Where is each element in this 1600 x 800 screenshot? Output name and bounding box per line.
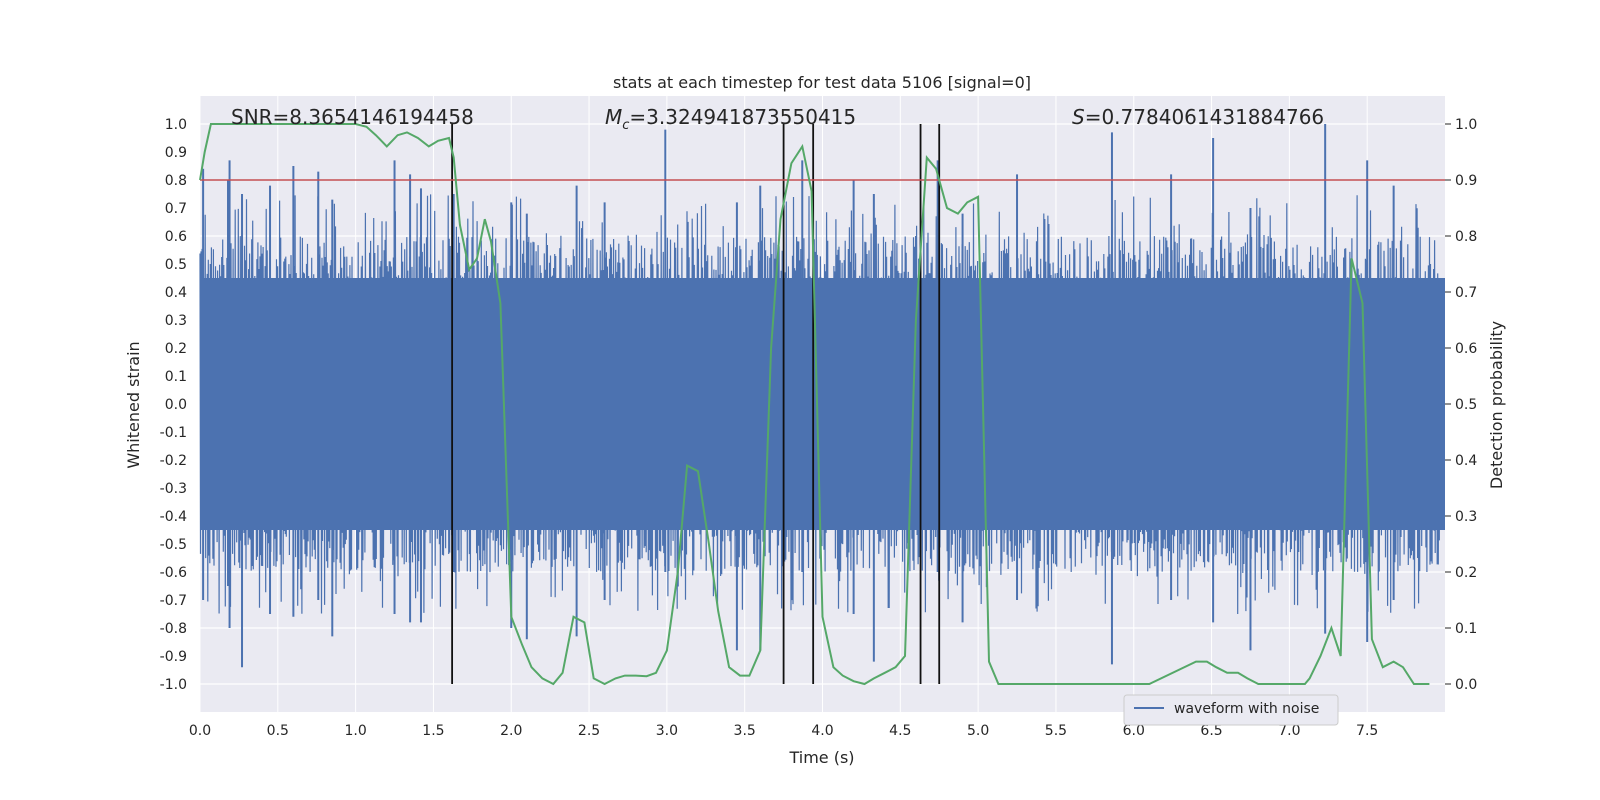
x-tick-label: 6.0 [1123, 723, 1145, 739]
chirp-mass-annotation: Mc=3.324941873550415 [605, 105, 856, 133]
x-tick-label: 3.0 [656, 723, 678, 739]
left-y-tick-label: 0.1 [165, 369, 187, 385]
x-tick-label: 5.0 [967, 723, 989, 739]
x-tick-label: 5.5 [1045, 723, 1067, 739]
left-y-tick-label: 0.8 [165, 173, 187, 189]
s-annotation: S=0.7784061431884766 [1072, 105, 1324, 129]
right-y-tick-label: 0.7 [1455, 285, 1477, 301]
right-y-tick-label: 0.6 [1455, 341, 1477, 357]
left-y-tick-label: -1.0 [160, 677, 187, 693]
right-y-tick-label: 0.4 [1455, 453, 1477, 469]
x-tick-label: 7.5 [1356, 723, 1378, 739]
x-tick-label: 6.5 [1200, 723, 1222, 739]
x-axis-label: Time (s) [788, 748, 854, 767]
detection-probability-line [199, 123, 1430, 686]
left-y-tick-label: 0.2 [165, 341, 187, 357]
left-y-tick-label: -0.5 [160, 537, 187, 553]
x-tick-label: 2.5 [578, 723, 600, 739]
x-tick-label: 4.0 [811, 723, 833, 739]
left-y-tick-label: -0.1 [160, 425, 187, 441]
probability-series [199, 123, 1430, 686]
right-y-tick-label: 0.1 [1455, 621, 1477, 637]
right-y-tick-label: 0.8 [1455, 229, 1477, 245]
x-tick-label: 0.0 [189, 723, 211, 739]
left-y-axis-label: Whitened strain [124, 341, 143, 468]
right-y-tick-label: 0.5 [1455, 397, 1477, 413]
left-y-tick-label: -0.8 [160, 621, 187, 637]
x-tick-label: 1.0 [344, 723, 366, 739]
x-axis-ticks: 0.0 0.5 1.0 1.5 2.0 2.5 3.0 3.5 4.0 4.5 5.0 5.5 6.0 6… [189, 723, 1378, 739]
x-tick-label: 7.0 [1278, 723, 1300, 739]
legend-label: waveform with noise [1174, 701, 1319, 717]
right-y-tick-label: 0.0 [1455, 677, 1477, 693]
left-y-tick-label: -0.2 [160, 453, 187, 469]
snr-annotation: SNR=8.3654146194458 [231, 105, 474, 129]
left-y-tick-label: 0.3 [165, 313, 187, 329]
right-y-tick-label: 0.3 [1455, 509, 1477, 525]
right-y-axis-ticks: 1.0 0.9 0.8 0.7 0.6 0.5 0.4 0.3 0.2 0.1 0.0 [1445, 117, 1477, 693]
right-y-tick-label: 0.2 [1455, 565, 1477, 581]
left-y-tick-label: -0.7 [160, 593, 187, 609]
legend: waveform with noise [1123, 694, 1339, 726]
left-y-tick-label: -0.4 [160, 509, 187, 525]
left-y-tick-label: 0.7 [165, 201, 187, 217]
legend-box [1123, 694, 1339, 726]
x-tick-label: 3.5 [734, 723, 756, 739]
left-y-tick-label: 0.5 [165, 257, 187, 273]
left-y-tick-label: 0.4 [165, 285, 187, 301]
left-y-axis-ticks: 1.0 0.9 0.8 0.7 0.6 0.5 0.4 0.3 0.2 0.1 0.0 -0.1 -0.… [160, 117, 187, 693]
waveform-series [199, 124, 1445, 668]
x-tick-label: 4.5 [889, 723, 911, 739]
right-y-tick-label: 0.9 [1455, 173, 1477, 189]
x-tick-label: 0.5 [267, 723, 289, 739]
left-y-tick-label: 0.0 [165, 397, 187, 413]
left-y-tick-label: -0.9 [160, 649, 187, 665]
left-y-tick-label: -0.6 [160, 565, 187, 581]
right-y-axis-label: Detection probability [1487, 321, 1506, 489]
waveform-core-band [200, 278, 1445, 530]
x-tick-label: 2.0 [500, 723, 522, 739]
left-y-tick-label: 0.6 [165, 229, 187, 245]
x-tick-label: 1.5 [422, 723, 444, 739]
left-y-tick-label: -0.3 [160, 481, 187, 497]
left-y-tick-label: 0.9 [165, 145, 187, 161]
right-y-tick-label: 1.0 [1455, 117, 1477, 133]
chart-title: stats at each timestep for test data 510… [613, 73, 1031, 92]
left-y-tick-label: 1.0 [165, 117, 187, 133]
